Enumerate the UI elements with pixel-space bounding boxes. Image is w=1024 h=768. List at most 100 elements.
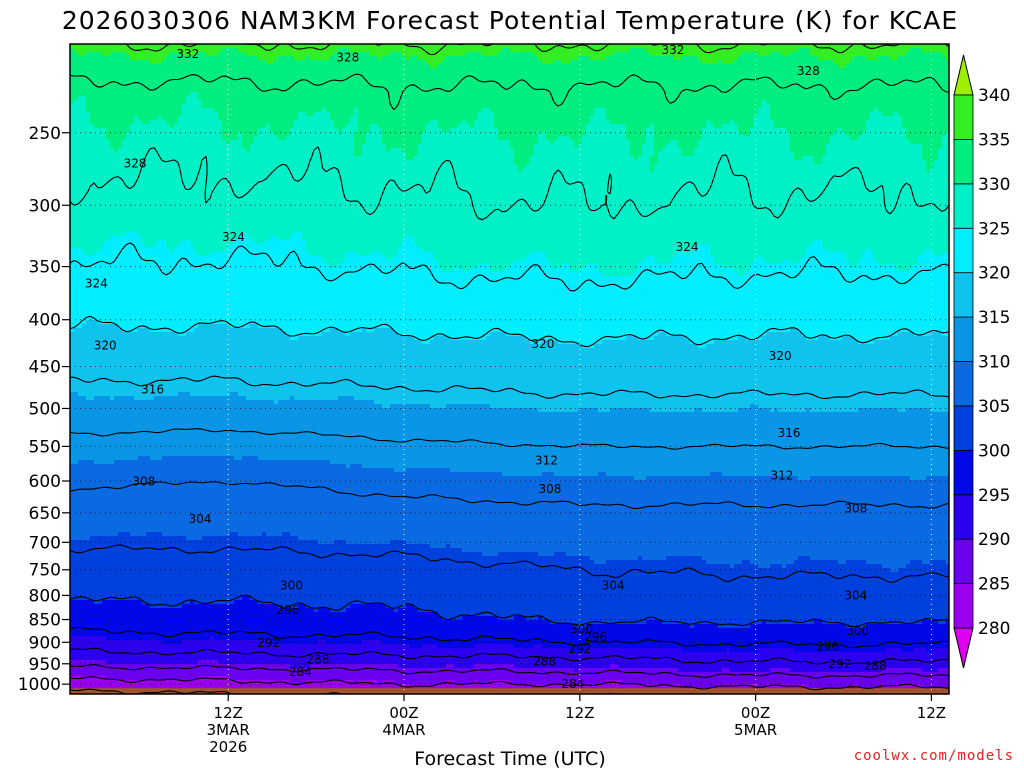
field-cell [882,668,923,673]
field-cell [190,92,199,97]
field-cell [70,476,635,481]
field-cell [70,248,83,253]
field-cell [438,64,839,69]
field-cell [922,48,949,53]
field-cell [70,568,891,573]
field-cell [306,604,351,609]
field-cell [110,52,127,57]
field-cell [394,328,791,333]
contour-label: 296 [584,630,607,644]
field-cell [434,256,527,261]
field-cell [742,52,759,57]
field-cell [586,624,691,629]
field-cell [74,100,87,105]
field-cell [70,296,949,301]
field-cell [70,236,111,241]
field-cell [634,156,639,161]
field-cell [606,116,755,121]
field-cell [226,140,231,145]
field-cell [702,408,739,413]
field-cell [890,336,949,341]
field-cell [510,144,535,149]
field-cell [250,324,259,329]
field-cell [70,532,119,537]
field-cell [298,536,949,541]
field-cell [346,608,395,613]
field-cell [334,52,371,57]
field-cell [758,112,771,117]
field-cell [538,132,547,137]
contour-label: 288 [533,655,556,669]
field-cell [598,472,607,477]
field-cell [790,260,799,265]
field-cell [138,456,151,461]
field-cell [650,52,743,57]
y-tick-label: 850 [29,611,61,631]
field-cell [854,56,867,61]
field-cell [706,560,743,565]
field-cell [918,256,949,261]
field-cell [630,144,643,149]
field-cell [70,448,949,453]
field-cell [694,148,791,153]
field-cell [278,604,299,609]
field-cell [766,100,949,105]
contour-312 [70,428,949,450]
colorbar-segment [953,139,974,185]
field-cell [70,200,949,205]
field-cell [514,616,527,621]
field-cell [114,148,119,153]
field-cell [414,240,815,245]
field-cell [906,564,949,569]
field-cell [198,252,211,257]
field-cell [866,120,903,125]
field-cell [358,128,371,133]
ground-surface [70,688,949,694]
field-cell [606,112,759,117]
field-cell [606,56,675,61]
field-cell [822,244,949,249]
field-cell [862,256,875,261]
field-cell [222,120,295,125]
field-cell [126,232,139,237]
field-cell [70,80,949,85]
colorbar-segment [953,583,974,629]
field-cell [810,556,949,561]
field-cell [530,156,635,161]
field-cell [514,160,531,165]
contour-280 [70,688,631,694]
field-cell [698,244,711,249]
field-cell [538,408,579,413]
colorbar-label: 325 [978,219,1010,239]
field-cell [270,124,295,129]
field-cell [182,604,279,609]
field-cell [782,260,791,265]
field-cell [822,160,927,165]
x-tick-label: 12Z [917,704,946,722]
field-cell [502,472,543,477]
field-cell [862,132,907,137]
field-cell [914,264,949,269]
contour-label: 328 [124,156,147,170]
field-cell [70,124,95,129]
field-cell [258,56,279,61]
field-cell [794,560,839,565]
contour-label: 292 [829,657,852,671]
field-cell [758,52,771,57]
field-cell [834,132,847,137]
field-cell [158,116,163,121]
field-cell [478,264,491,269]
credit-link[interactable]: coolwx.com/models [854,748,1014,764]
field-cell [158,240,167,245]
field-cell [374,400,949,405]
field-cell [594,560,607,565]
colorbar-label: 305 [978,397,1010,417]
y-tick-label: 800 [29,586,61,606]
field-cell [782,52,791,57]
field-cell [458,124,471,129]
field-cell [890,568,899,573]
field-cell [138,116,159,121]
field-cell [514,148,535,153]
field-cell [398,252,435,257]
field-cell [270,640,319,645]
